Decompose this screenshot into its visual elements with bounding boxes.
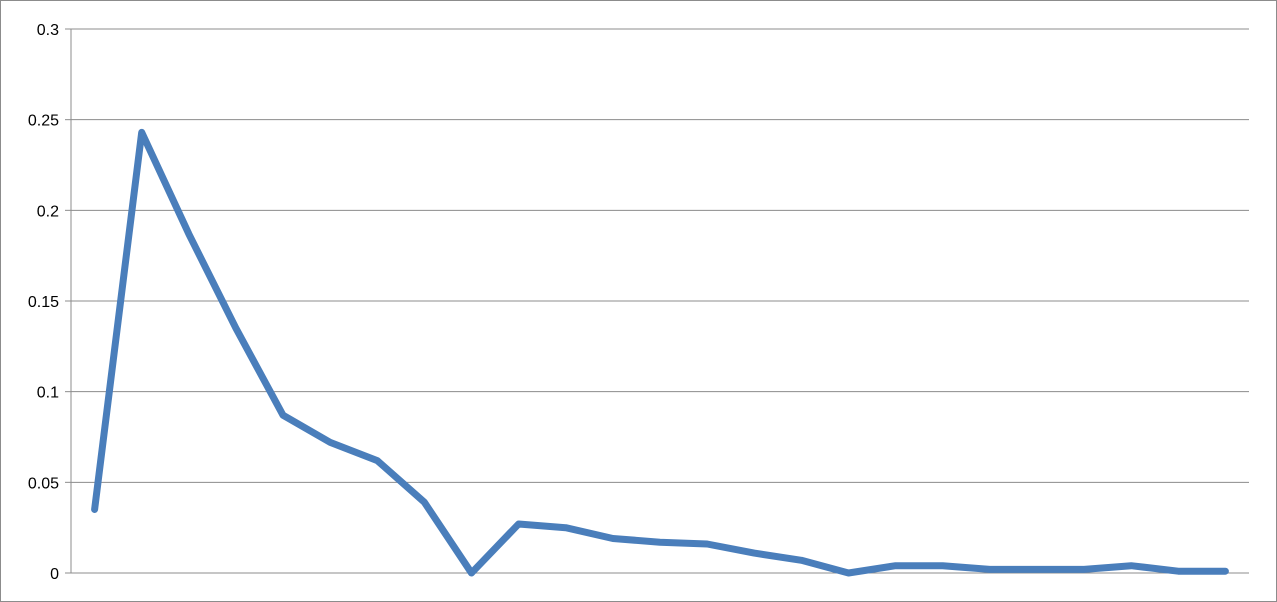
y-tick-label-4: 0.2 bbox=[37, 203, 59, 220]
y-axis-tick-labels: 0 0.05 0.1 0.15 0.2 0.25 0.3 bbox=[28, 22, 59, 583]
y-tick-label-5: 0.25 bbox=[28, 113, 59, 130]
data-point-0-18 bbox=[942, 565, 944, 567]
y-tick-label-3: 0.15 bbox=[28, 294, 59, 311]
y-tick-label-6: 0.3 bbox=[37, 22, 59, 39]
y-tick-label-2: 0.1 bbox=[37, 385, 59, 402]
data-point-0-10 bbox=[565, 527, 567, 529]
data-point-0-11 bbox=[612, 538, 614, 539]
series-line-0 bbox=[91, 128, 1229, 577]
data-point-0-3 bbox=[235, 327, 237, 329]
data-point-0-15 bbox=[800, 559, 802, 561]
series-group bbox=[91, 128, 1229, 577]
data-point-0-12 bbox=[659, 541, 661, 543]
data-point-0-14 bbox=[753, 552, 755, 554]
data-point-0-17 bbox=[895, 565, 897, 567]
data-point-0-0 bbox=[94, 509, 96, 510]
data-point-0-4 bbox=[282, 414, 284, 416]
data-point-0-6 bbox=[376, 460, 378, 462]
data-point-0-2 bbox=[188, 233, 190, 235]
data-point-0-24 bbox=[1224, 570, 1226, 572]
data-point-0-20 bbox=[1036, 568, 1038, 570]
data-point-0-22 bbox=[1130, 565, 1132, 567]
data-point-0-19 bbox=[989, 568, 991, 570]
data-point-0-9 bbox=[518, 523, 520, 525]
data-point-0-16 bbox=[848, 572, 849, 574]
data-point-0-8 bbox=[471, 572, 472, 574]
y-tick-label-0: 0 bbox=[50, 566, 59, 583]
y-tick-label-1: 0.05 bbox=[28, 475, 59, 492]
data-point-0-13 bbox=[706, 543, 708, 545]
gridlines bbox=[65, 28, 1249, 574]
data-point-0-7 bbox=[423, 501, 425, 503]
data-point-0-23 bbox=[1177, 570, 1179, 572]
data-point-0-21 bbox=[1083, 568, 1085, 570]
data-point-0-5 bbox=[329, 441, 331, 443]
data-point-0-1 bbox=[141, 131, 143, 133]
